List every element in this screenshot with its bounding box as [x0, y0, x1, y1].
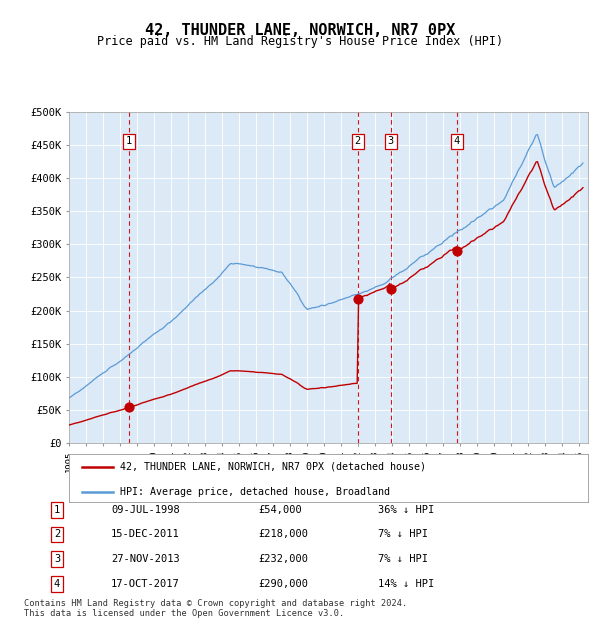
Text: Price paid vs. HM Land Registry's House Price Index (HPI): Price paid vs. HM Land Registry's House … — [97, 35, 503, 48]
Point — [386, 285, 395, 294]
Text: 4: 4 — [54, 579, 60, 589]
Text: 17-OCT-2017: 17-OCT-2017 — [111, 579, 180, 589]
Text: 3: 3 — [388, 136, 394, 146]
Text: 1: 1 — [54, 505, 60, 515]
Text: 3: 3 — [54, 554, 60, 564]
Text: 36% ↓ HPI: 36% ↓ HPI — [378, 505, 434, 515]
Text: 27-NOV-2013: 27-NOV-2013 — [111, 554, 180, 564]
Point — [452, 246, 462, 256]
Text: 1: 1 — [126, 136, 132, 146]
Text: 14% ↓ HPI: 14% ↓ HPI — [378, 579, 434, 589]
Text: 7% ↓ HPI: 7% ↓ HPI — [378, 554, 428, 564]
Text: £232,000: £232,000 — [258, 554, 308, 564]
Text: Contains HM Land Registry data © Crown copyright and database right 2024.: Contains HM Land Registry data © Crown c… — [24, 600, 407, 608]
Text: 42, THUNDER LANE, NORWICH, NR7 0PX (detached house): 42, THUNDER LANE, NORWICH, NR7 0PX (deta… — [120, 462, 426, 472]
Point — [353, 294, 362, 304]
Text: 2: 2 — [54, 529, 60, 539]
Text: 09-JUL-1998: 09-JUL-1998 — [111, 505, 180, 515]
Text: £54,000: £54,000 — [258, 505, 302, 515]
Text: 7% ↓ HPI: 7% ↓ HPI — [378, 529, 428, 539]
Text: £218,000: £218,000 — [258, 529, 308, 539]
Text: 42, THUNDER LANE, NORWICH, NR7 0PX: 42, THUNDER LANE, NORWICH, NR7 0PX — [145, 23, 455, 38]
Text: 2: 2 — [355, 136, 361, 146]
Text: 15-DEC-2011: 15-DEC-2011 — [111, 529, 180, 539]
Text: 4: 4 — [454, 136, 460, 146]
Point — [124, 402, 134, 412]
Text: HPI: Average price, detached house, Broadland: HPI: Average price, detached house, Broa… — [120, 487, 390, 497]
Text: This data is licensed under the Open Government Licence v3.0.: This data is licensed under the Open Gov… — [24, 609, 344, 618]
Text: £290,000: £290,000 — [258, 579, 308, 589]
